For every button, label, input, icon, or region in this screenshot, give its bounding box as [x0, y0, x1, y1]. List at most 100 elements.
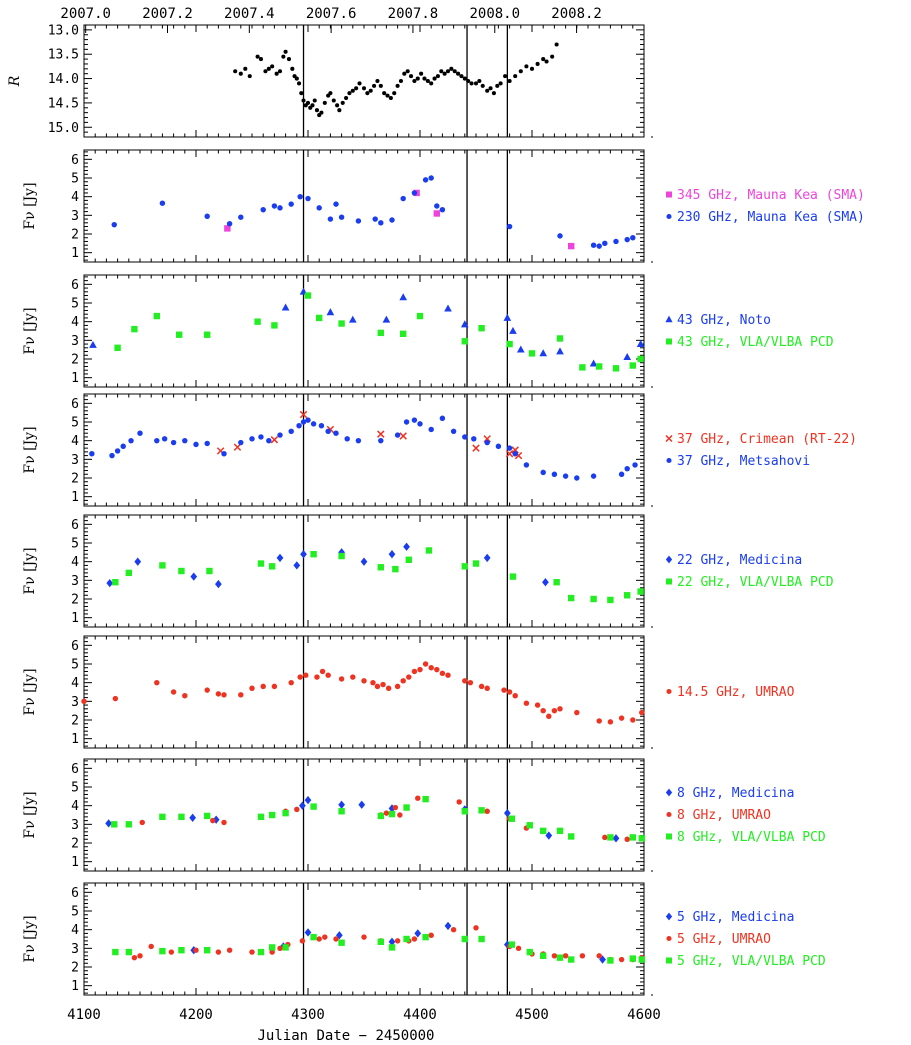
- data-point: [557, 706, 563, 712]
- data-point: [478, 935, 485, 943]
- x-tick-label: 4500: [515, 1007, 549, 1023]
- data-point: [506, 223, 513, 230]
- data-point: [355, 218, 362, 224]
- data-point: [506, 689, 513, 695]
- data-point: [433, 210, 440, 217]
- y-tick-label: 4: [71, 555, 79, 570]
- series-circle: [233, 42, 559, 118]
- data-point: [556, 954, 564, 961]
- data-point: [425, 547, 433, 554]
- data-point: [354, 86, 359, 91]
- top-tick-label: 2007.6: [306, 6, 357, 22]
- data-point: [368, 88, 373, 93]
- data-point: [221, 692, 227, 698]
- data-point: [331, 98, 336, 103]
- legend-label: 37 GHz, Metsahovi: [677, 454, 810, 469]
- data-point: [233, 69, 238, 74]
- data-point: [238, 71, 243, 76]
- data-point: [507, 78, 512, 84]
- cross-stroke: [216, 447, 225, 455]
- cross-stroke: [399, 432, 407, 440]
- data-point: [310, 551, 317, 558]
- data-point: [551, 953, 558, 959]
- data-point: [254, 318, 261, 325]
- data-point: [372, 216, 378, 222]
- data-point: [422, 76, 427, 81]
- data-point: [159, 562, 166, 569]
- data-point: [293, 561, 301, 570]
- data-point: [550, 54, 555, 59]
- y-tick-label: 5: [71, 297, 79, 312]
- y-tick-label: 2: [71, 714, 79, 729]
- legend-marker: [666, 957, 672, 964]
- y-tick-label: 1: [71, 490, 79, 505]
- data-point: [210, 817, 216, 824]
- legend-entry: 345 GHz, Mauna Kea (SMA): [666, 188, 865, 203]
- data-point: [204, 331, 211, 338]
- data-point: [344, 436, 350, 442]
- data-point: [417, 666, 423, 673]
- data-point: [300, 550, 307, 559]
- legend-entry: 37 GHz, Metsahovi: [666, 454, 810, 469]
- data-point: [168, 949, 175, 955]
- series-circle: [81, 661, 645, 725]
- data-point: [238, 692, 244, 698]
- data-point: [112, 579, 119, 586]
- legend-marker: [666, 213, 672, 220]
- data-point: [551, 707, 558, 714]
- data-point: [425, 78, 430, 84]
- y-axis-label: Fν [Jy]: [22, 307, 38, 354]
- data-point: [632, 462, 638, 468]
- data-point: [434, 203, 440, 209]
- y-tick-label: 6: [71, 397, 79, 412]
- data-point: [422, 661, 429, 667]
- data-point: [607, 596, 614, 604]
- data-point: [344, 96, 349, 101]
- data-point: [348, 315, 357, 323]
- data-point: [325, 428, 331, 435]
- data-point: [204, 687, 210, 693]
- data-point: [512, 451, 518, 457]
- data-point: [249, 436, 255, 442]
- data-point: [508, 941, 516, 948]
- legend-marker: [666, 191, 672, 198]
- data-point: [257, 560, 265, 567]
- top-tick-label: 2007.0: [60, 6, 111, 22]
- series-square: [111, 795, 645, 842]
- data-point: [422, 795, 429, 803]
- data-point: [125, 948, 132, 956]
- data-point: [442, 71, 447, 76]
- data-point: [508, 815, 516, 822]
- data-point: [509, 326, 517, 334]
- data-point: [397, 812, 403, 818]
- legend-label: 5 GHz, VLA/VLBA PCD: [677, 954, 826, 969]
- legend-marker: [666, 578, 672, 585]
- data-point: [153, 312, 160, 320]
- data-point: [388, 944, 396, 951]
- data-point: [347, 91, 352, 96]
- data-point: [288, 679, 294, 686]
- y-axis-label: Fν [Jy]: [22, 668, 38, 715]
- data-point: [602, 834, 608, 841]
- panel-14GHz: 1 2 3 4 5 6 Fν [Jy] 14.5 GHz, UMRAO: [22, 635, 795, 749]
- data-point: [257, 948, 265, 956]
- data-point: [316, 936, 322, 942]
- data-point: [540, 707, 546, 714]
- data-point: [399, 293, 408, 301]
- data-point: [304, 928, 312, 937]
- data-point: [277, 432, 283, 438]
- x-tick-label: 4200: [179, 1007, 213, 1023]
- data-point: [403, 804, 410, 811]
- data-point: [283, 49, 288, 54]
- data-point: [159, 947, 166, 955]
- legend-label: 14.5 GHz, UMRAO: [677, 685, 795, 700]
- y-tick-label: 3: [71, 942, 79, 957]
- panel-optical: 13.0 13.5 14.0 14.5 15.0 R: [7, 23, 653, 138]
- data-point: [361, 86, 367, 91]
- data-point: [112, 948, 119, 956]
- data-point: [299, 410, 308, 419]
- data-point: [154, 679, 160, 686]
- data-point: [449, 66, 454, 71]
- y-tick-label: 3: [71, 695, 79, 710]
- y-tick-label: 4: [71, 923, 79, 938]
